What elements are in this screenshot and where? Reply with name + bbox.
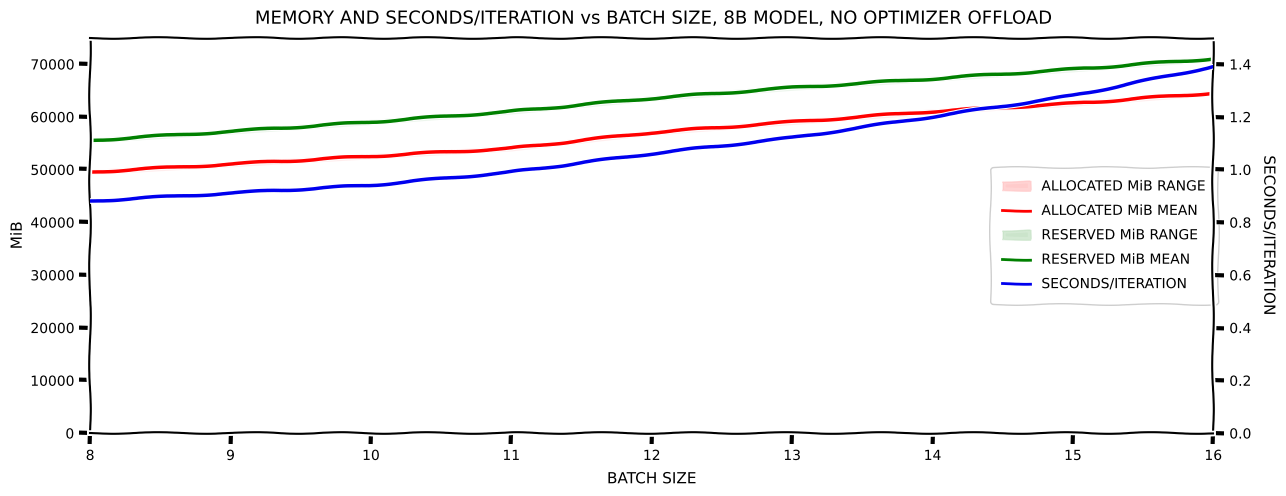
Title: MEMORY AND SECONDS/ITERATION vs BATCH SIZE, 8B MODEL, NO OPTIMIZER OFFLOAD: MEMORY AND SECONDS/ITERATION vs BATCH SI… xyxy=(255,10,1048,28)
X-axis label: BATCH SIZE: BATCH SIZE xyxy=(607,471,697,486)
Y-axis label: MiB: MiB xyxy=(10,221,24,249)
Legend: ALLOCATED MiB RANGE, ALLOCATED MiB MEAN, RESERVED MiB RANGE, RESERVED MiB MEAN, : ALLOCATED MiB RANGE, ALLOCATED MiB MEAN,… xyxy=(990,167,1218,304)
Y-axis label: SECONDS/ITERATION: SECONDS/ITERATION xyxy=(1262,155,1276,315)
